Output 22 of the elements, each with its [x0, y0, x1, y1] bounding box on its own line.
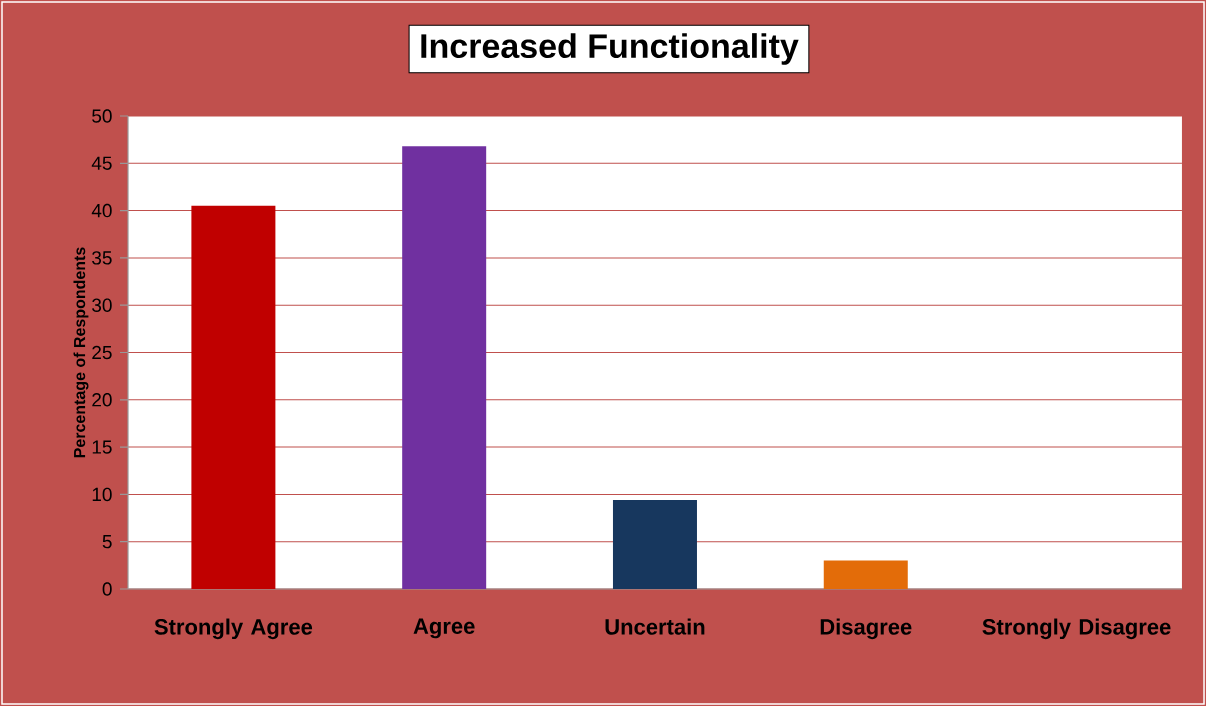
bar	[823, 560, 908, 589]
x-tick-label: Strongly Agree	[154, 618, 313, 640]
y-tick-label: 5	[102, 535, 112, 549]
bar	[191, 205, 276, 589]
y-tick-label: 0	[102, 582, 112, 596]
y-tick-label: 50	[92, 109, 112, 123]
bar	[402, 146, 487, 589]
y-tick-label: 30	[92, 298, 112, 312]
y-tick-label: 25	[92, 345, 112, 360]
y-tick-label: 10	[92, 487, 112, 502]
x-tick-label: Disagree	[820, 618, 912, 640]
y-tick-label: 40	[91, 203, 112, 218]
x-tick-label: Agree	[413, 618, 475, 639]
x-tick-label: Uncertain	[605, 618, 705, 635]
y-tick-label: 45	[91, 156, 112, 170]
x-tick-label: Strongly Disagree	[982, 618, 1171, 640]
bar	[612, 500, 697, 589]
y-tick-label: 20	[92, 393, 112, 407]
y-tick-label: 15	[92, 440, 112, 454]
y-tick-label: 35	[92, 251, 112, 265]
chart-title: Increased Functionality	[421, 33, 799, 65]
y-axis-title: Percentage of Respondents	[73, 247, 89, 458]
